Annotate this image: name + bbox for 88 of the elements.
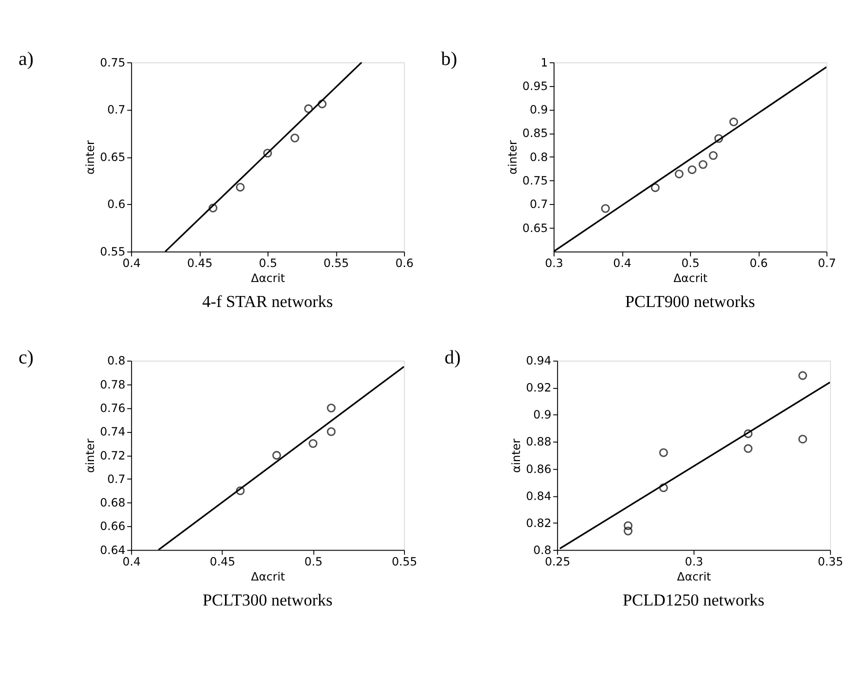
- x-tick-label: 0.45: [187, 256, 213, 270]
- y-tick-label: 0.7: [530, 197, 548, 212]
- x-tick-label: 0.6: [750, 256, 768, 270]
- y-tick-label: 0.84: [526, 488, 552, 503]
- point: [674, 170, 684, 178]
- point: [304, 104, 313, 114]
- point: [624, 521, 632, 530]
- x-tick-label: 0.5: [304, 554, 323, 568]
- x-tick-label: 0.4: [613, 256, 632, 270]
- y-tick-label: 0.8: [530, 150, 548, 164]
- x-axis-title: Δαcrit: [673, 270, 708, 285]
- point: [263, 148, 272, 158]
- y-tick-label: 0.9: [530, 102, 548, 117]
- point: [744, 429, 753, 438]
- point: [624, 526, 632, 536]
- y-axis-title: αinter: [508, 438, 523, 473]
- point: [236, 182, 245, 192]
- point: [326, 427, 336, 436]
- y-tick-label: 1: [540, 55, 548, 70]
- y-tick-label: 0.8: [107, 354, 126, 368]
- y-tick-label: 0.86: [526, 462, 552, 476]
- point: [659, 483, 668, 492]
- y-tick-label: 0.66: [100, 519, 126, 534]
- x-tick-label: 0.35: [818, 554, 844, 568]
- y-tick-label: 0.7: [107, 472, 126, 486]
- point: [272, 450, 282, 460]
- point: [714, 134, 724, 143]
- x-axis-title: Δαcrit: [250, 569, 286, 584]
- point: [601, 204, 610, 213]
- x-tick-label: 0.55: [392, 554, 418, 568]
- y-tick-label: 0.82: [526, 516, 552, 530]
- x-tick-label: 0.6: [395, 256, 414, 270]
- y-tick-label: 0.68: [100, 496, 126, 510]
- x-axis-title: Δαcrit: [250, 270, 286, 285]
- point: [290, 134, 300, 142]
- y-tick-label: 0.75: [100, 55, 126, 70]
- point: [308, 439, 318, 448]
- x-tick-label: 0.5: [258, 256, 278, 270]
- y-tick-label: 0.85: [522, 126, 548, 140]
- point: [650, 183, 660, 192]
- x-tick-label: 0.3: [544, 256, 564, 270]
- chart-title: a): [18, 48, 34, 70]
- y-tick-label: 0.72: [100, 448, 126, 462]
- text: PCLT300 networks: [202, 590, 333, 610]
- x-tick-label: 0.45: [210, 554, 236, 568]
- y-tick-label: 0.94: [526, 354, 552, 368]
- point: [744, 444, 753, 453]
- point: [326, 404, 336, 412]
- chart-title: d): [444, 347, 461, 368]
- x-tick-label: 0.3: [684, 554, 704, 568]
- y-tick-label: 0.65: [100, 150, 126, 164]
- y-tick-label: 0.9: [533, 408, 552, 422]
- point: [659, 448, 668, 457]
- point: [798, 371, 808, 380]
- y-tick-label: 0.74: [100, 424, 126, 439]
- y-axis-title: αinter: [505, 140, 520, 174]
- y-axis-title: αinter: [82, 140, 97, 174]
- point: [708, 151, 718, 160]
- point: [698, 160, 708, 169]
- y-tick-label: 0.65: [522, 220, 548, 235]
- text: 4-f STAR networks: [202, 292, 333, 311]
- point: [688, 165, 696, 174]
- y-tick-label: 0.75: [522, 174, 548, 188]
- y-tick-label: 0.7: [107, 102, 126, 117]
- point: [729, 118, 738, 126]
- y-tick-label: 0.78: [100, 377, 126, 392]
- chart-title: b): [441, 48, 458, 70]
- y-axis-title: αinter: [82, 438, 97, 473]
- y-tick-label: 0.95: [522, 78, 548, 93]
- x-tick-label: 0.25: [544, 554, 570, 568]
- x-tick-label: 0.7: [818, 256, 836, 270]
- text: PCLD1250 networks: [622, 590, 764, 610]
- x-tick-label: 0.55: [323, 256, 349, 270]
- y-tick-label: 0.8: [533, 542, 552, 557]
- y-tick-label: 0.6: [107, 197, 126, 212]
- point: [318, 100, 327, 108]
- x-tick-label: 0.5: [681, 256, 700, 270]
- y-tick-label: 0.92: [526, 380, 552, 395]
- point: [798, 434, 808, 444]
- y-tick-label: 0.64: [100, 542, 126, 557]
- point: [208, 204, 218, 212]
- text: PCLT900 networks: [625, 292, 755, 311]
- x-axis-title: Δαcrit: [676, 569, 712, 584]
- y-tick-label: 0.76: [100, 400, 126, 415]
- chart-title: c): [18, 347, 34, 368]
- point: [236, 486, 245, 496]
- x-tick-label: 0.4: [122, 554, 141, 568]
- y-tick-label: 0.88: [526, 434, 552, 449]
